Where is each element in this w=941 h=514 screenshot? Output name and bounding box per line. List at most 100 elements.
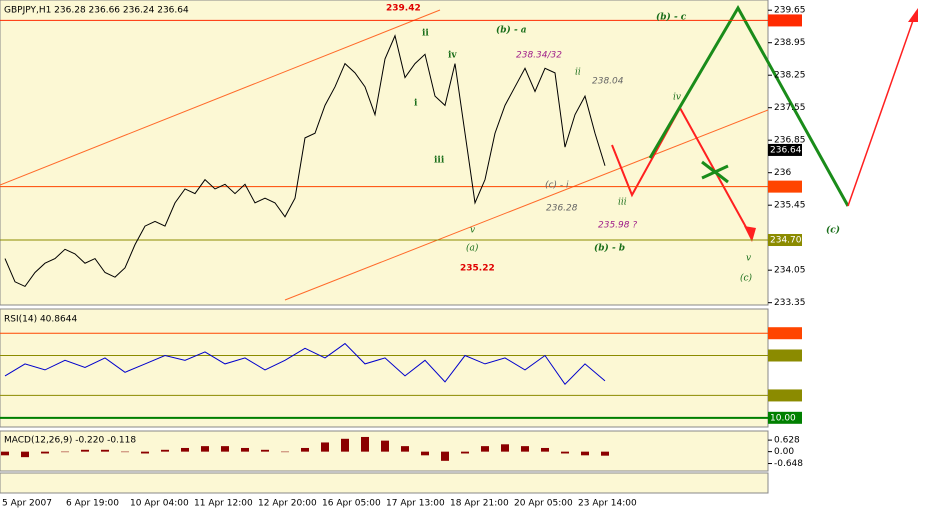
rsi-panel (0, 308, 769, 428)
histogram-bar (501, 444, 509, 452)
wave-label: 236.28 (546, 204, 578, 214)
histogram-bar (581, 451, 589, 456)
level-label: 10.00 (770, 413, 796, 423)
histogram-bar (601, 451, 609, 456)
wave-label: 239.42 (386, 4, 421, 14)
histogram-bar (161, 449, 169, 452)
histogram-bar (301, 447, 309, 452)
forecast-red-long (847, 11, 917, 207)
series-line (4, 342, 606, 386)
histogram-bar (541, 447, 549, 452)
histogram-bar (361, 436, 369, 452)
histogram-bar (81, 449, 89, 452)
rsi-title: RSI(14) 40.8644 (4, 315, 77, 325)
y-tick-label: 236.85 (774, 136, 806, 146)
histogram-bar (201, 446, 209, 452)
y-tick-label: 236 (774, 168, 791, 178)
histogram-bar (521, 446, 529, 452)
y-tick-label: 0.628 (774, 436, 800, 446)
histogram-bar (141, 451, 149, 454)
cross-mark (701, 164, 729, 180)
x-tick-label: 17 Apr 13:00 (386, 499, 445, 509)
wave-label: iv (448, 51, 457, 61)
level-label-bg (768, 389, 802, 402)
level-label-bg (768, 411, 802, 424)
wave-label: (a) (466, 243, 479, 254)
y-tick-label: 237.55 (774, 103, 806, 113)
histogram-bar (261, 449, 269, 452)
histogram-bar (321, 442, 329, 452)
histogram-bar (341, 438, 349, 452)
level-label-bg (768, 234, 802, 247)
y-tick-label: 233.35 (774, 298, 806, 308)
wave-label: iv (673, 93, 681, 103)
x-tick-label: 18 Apr 21:00 (450, 499, 509, 509)
wave-label: ii (575, 68, 581, 78)
wave-label: iii (434, 156, 445, 166)
wave-label: 235.22 (460, 264, 495, 274)
wave-label: v (746, 254, 751, 264)
arrow-head (908, 8, 918, 22)
wave-label: 238.04 (592, 77, 624, 87)
y-tick-label: 0.00 (774, 447, 794, 457)
histogram-bar (121, 451, 129, 453)
wave-label: 235.98 ? (598, 221, 637, 231)
channel-line (0, 9, 441, 186)
histogram-bar (101, 449, 109, 452)
y-tick-label: 239.65 (774, 6, 806, 16)
histogram-bar (561, 451, 569, 454)
wave-label: iii (618, 198, 627, 208)
wave-label: (c) (740, 273, 753, 284)
level-label-bg (768, 349, 802, 362)
wave-label: (b) - c (656, 12, 687, 23)
histogram-bar (61, 451, 69, 453)
wave-label: i (414, 99, 418, 109)
histogram-bar (41, 451, 49, 454)
wave-label: 238.34/32 (516, 51, 562, 61)
forecast-green (648, 4, 850, 207)
wave-label: ii (422, 29, 429, 39)
histogram-bar (21, 451, 29, 458)
x-tick-label: 11 Apr 12:00 (194, 499, 253, 509)
histogram-bar (441, 451, 449, 461)
series-line (4, 34, 606, 288)
level-label-bg (768, 180, 802, 193)
histogram-bar (421, 451, 429, 456)
y-tick-label: -0.648 (774, 459, 803, 469)
histogram-bar (461, 451, 469, 454)
wave-label: v (470, 226, 475, 236)
y-tick-label: 235.45 (774, 201, 806, 211)
wave-label: (b) - a (496, 25, 527, 36)
x-tick-label: 6 Apr 19:00 (66, 499, 119, 509)
x-tick-label: 16 Apr 05:00 (322, 499, 381, 509)
histogram-bar (401, 446, 409, 452)
histogram-bar (241, 447, 249, 452)
price-panel (0, 0, 769, 306)
level-label: 234.70 (770, 236, 802, 246)
level-label-bg (768, 327, 802, 340)
y-tick-label: 234.05 (774, 266, 806, 276)
level-label-bg (768, 14, 802, 27)
histogram-bar (221, 446, 229, 452)
arrow-head (744, 226, 756, 242)
x-tick-label: 23 Apr 14:00 (578, 499, 637, 509)
wave-label: (c) - i (545, 181, 569, 191)
macd-title: MACD(12,26,9) -0.220 -0.118 (4, 436, 136, 446)
histogram-bar (181, 447, 189, 452)
y-tick-label: 238.25 (774, 71, 806, 81)
wave-label: (b) - b (594, 243, 625, 254)
histogram-bar (381, 440, 389, 452)
x-tick-label: 10 Apr 04:00 (130, 499, 189, 509)
channel-line (284, 109, 769, 301)
extra-panel (0, 472, 769, 494)
x-tick-label: 5 Apr 2007 (2, 499, 52, 509)
y-tick-label: 238.95 (774, 38, 806, 48)
chart-title: GBPJPY,H1 236.28 236.66 236.24 236.64 (4, 6, 189, 16)
histogram-bar (281, 451, 289, 453)
histogram-bar (481, 446, 489, 452)
current-price: 236.64 (770, 145, 802, 155)
current-price-bg (768, 143, 802, 156)
x-tick-label: 12 Apr 20:00 (258, 499, 317, 509)
